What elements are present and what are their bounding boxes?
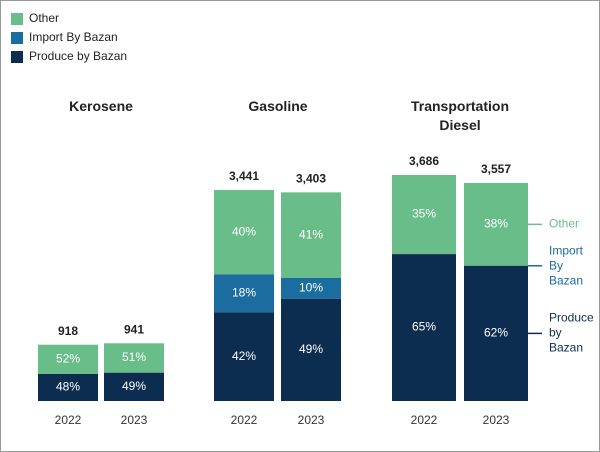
value-label: 65% [412, 320, 436, 334]
bar-segment [281, 192, 341, 278]
x-tick-label: 2022 [55, 413, 82, 427]
value-label: 41% [299, 227, 323, 241]
value-label: 10% [299, 281, 323, 295]
value-label: 18% [232, 286, 256, 300]
annotation: Import By Bazan [549, 243, 584, 288]
bar-segment [464, 182, 528, 266]
value-label: 42% [232, 349, 256, 363]
total-label: 3,403 [296, 172, 326, 186]
bar-segment [214, 312, 274, 401]
value-label: 40% [232, 224, 256, 238]
legend-swatch [11, 51, 23, 63]
value-label: 48% [56, 380, 80, 394]
bar-segment [392, 175, 456, 255]
total-label: 941 [124, 322, 144, 336]
value-label: 62% [484, 326, 508, 340]
annotation: Other [549, 216, 580, 231]
legend-label: Other [29, 11, 59, 25]
x-tick-label: 2023 [121, 413, 148, 427]
x-tick-label: 2022 [231, 413, 258, 427]
total-label: 918 [58, 324, 78, 338]
value-label: 52% [56, 352, 80, 366]
total-label: 3,441 [229, 169, 259, 183]
bar-segment [214, 274, 274, 313]
value-label: 38% [484, 217, 508, 231]
total-label: 3,686 [409, 154, 439, 168]
bar-segment [104, 372, 164, 401]
value-label: 51% [122, 350, 146, 364]
bar-segment [104, 343, 164, 373]
group-title: Gasoline [248, 98, 308, 114]
total-label: 3,557 [481, 162, 511, 176]
bar-segment [38, 344, 98, 374]
legend-label: Import By Bazan [29, 30, 118, 44]
group-title: Kerosene [69, 98, 133, 114]
group-title: Transportation Diesel [410, 98, 509, 133]
x-tick-label: 2023 [298, 413, 325, 427]
bar-segment [464, 265, 528, 401]
bar-segment [392, 254, 456, 401]
bar-segment [38, 373, 98, 401]
x-tick-label: 2022 [411, 413, 438, 427]
legend-label: Produce by Bazan [29, 49, 127, 63]
bar-segment [281, 277, 341, 299]
annotation: Produce by Bazan [549, 310, 594, 355]
x-tick-label: 2023 [483, 413, 510, 427]
value-label: 35% [412, 207, 436, 221]
value-label: 49% [299, 342, 323, 356]
legend-swatch [11, 32, 23, 44]
bar-segment [214, 190, 274, 275]
value-label: 49% [122, 379, 146, 393]
legend-swatch [11, 13, 23, 25]
bar-segment [281, 298, 341, 401]
